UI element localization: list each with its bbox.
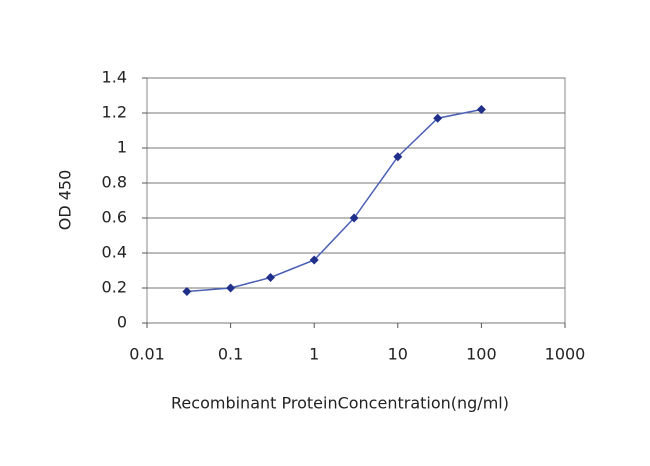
y-tick-label: 0.8 — [102, 173, 127, 192]
x-tick-label: 1 — [309, 345, 319, 364]
data-point — [309, 255, 319, 265]
y-tick-label: 1.4 — [102, 68, 127, 87]
y-tick-label: 0.6 — [102, 208, 127, 227]
y-axis-label: OD 450 — [56, 170, 75, 231]
y-tick-label: 1.2 — [102, 103, 127, 122]
data-point — [433, 113, 443, 123]
data-point — [476, 105, 486, 114]
y-tick-label: 1 — [117, 138, 127, 157]
data-point — [265, 273, 275, 282]
y-tick-label: 0.2 — [102, 278, 127, 297]
plot-area — [146, 77, 566, 324]
x-tick-label: 0.1 — [218, 345, 243, 364]
x-tick-label: 1000 — [545, 345, 586, 364]
data-point — [349, 213, 359, 223]
data-point — [182, 287, 192, 296]
data-line — [186, 108, 482, 293]
data-point — [226, 283, 236, 293]
y-tick-label: 0.4 — [102, 243, 127, 262]
x-tick-label: 10 — [388, 345, 408, 364]
y-tick-label: 0 — [117, 313, 127, 332]
x-tick-label: 100 — [466, 345, 497, 364]
x-tick-label: 0.01 — [129, 345, 165, 364]
data-point — [393, 152, 403, 162]
x-axis-label: Recombinant ProteinConcentration(ng/ml) — [171, 394, 509, 413]
